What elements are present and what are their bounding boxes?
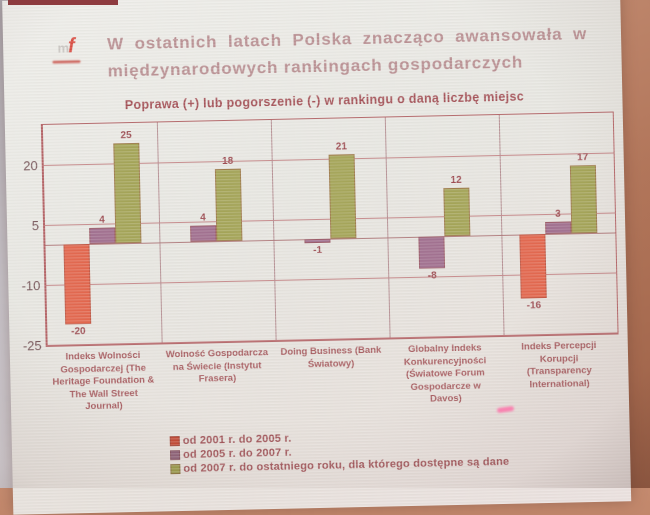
- logo-caption: [52, 60, 81, 64]
- group-separator-line: [156, 122, 163, 343]
- y-tick-label: -10: [21, 278, 41, 294]
- bar-positive: [113, 142, 142, 244]
- bar-negative: [304, 238, 331, 244]
- bar-positive: [443, 187, 471, 237]
- y-tick-label: 20: [23, 158, 38, 174]
- category-label: Globalny Indeks Konkurencyjności (Świato…: [403, 342, 487, 405]
- category-axis-labels: Indeks Wolności Gospodarczej (The Herita…: [46, 340, 617, 415]
- group-separator-line: [498, 114, 505, 335]
- legend-swatch-icon: [169, 450, 181, 461]
- slide: mf W ostatnich latach Polska znacząco aw…: [2, 0, 632, 515]
- category-label: Wolność Gospodarcza na Świecie (Instytut…: [165, 347, 269, 385]
- y-tick-label: -25: [22, 338, 42, 354]
- bar-positive: [545, 221, 572, 235]
- y-tick-label: 5: [31, 218, 40, 234]
- bar-value-label: 21: [335, 141, 348, 153]
- bar-positive: [328, 154, 357, 239]
- category-label: Indeks Wolności Gospodarczej (The Herita…: [52, 349, 155, 413]
- group-separator-line: [270, 119, 277, 340]
- bar-value-label: 12: [450, 174, 462, 187]
- category-label: Doing Business (Bank Światowy): [280, 344, 382, 370]
- bar-negative: [519, 234, 547, 299]
- bar-value-label: 18: [222, 155, 234, 168]
- bar-value-label: -16: [526, 300, 542, 312]
- group-separator-line: [384, 117, 391, 338]
- bar-value-label: -1: [313, 244, 323, 257]
- photo-of-projected-slide: { "logo": { "gray_letter": "m", "red_let…: [0, 0, 650, 488]
- bar-value-label: 17: [577, 152, 589, 164]
- bar-value-label: -20: [71, 326, 86, 338]
- chart-title: Poprawa (+) lub pogorszenie (-) w rankin…: [124, 89, 525, 113]
- ministry-logo: mf: [43, 35, 90, 64]
- photo-top-red-sliver: [8, 0, 118, 5]
- bar-negative: [63, 243, 92, 325]
- bar-value-label: 25: [120, 130, 132, 142]
- chart-legend: od 2001 r. do 2005 r. od 2005 r. do 2007 …: [169, 428, 510, 477]
- legend-label: od 2001 r. do 2005 r.: [182, 432, 292, 447]
- bar-positive: [190, 225, 217, 242]
- bar-positive: [89, 227, 116, 244]
- bar-positive: [569, 164, 598, 234]
- legend-swatch-icon: [170, 464, 181, 475]
- logo-red-letter: f: [67, 35, 75, 58]
- bar-value-label: -8: [427, 270, 437, 282]
- legend-swatch-icon: [169, 436, 180, 447]
- bar-positive: [214, 168, 243, 242]
- slide-title: W ostatnich latach Polska znacząco awans…: [107, 20, 588, 84]
- category-label: Indeks Percepcji Korupcji (Transparency …: [521, 339, 597, 390]
- bar-chart-plot-area: 20 5 -10 -25 -20 4 25 4 18 -1 21 -8 12 -16 3 17: [21, 111, 619, 353]
- logo-gray-letter: m: [57, 40, 69, 56]
- bar-negative: [418, 236, 446, 269]
- legend-label: od 2005 r. do 2007 r.: [182, 446, 292, 461]
